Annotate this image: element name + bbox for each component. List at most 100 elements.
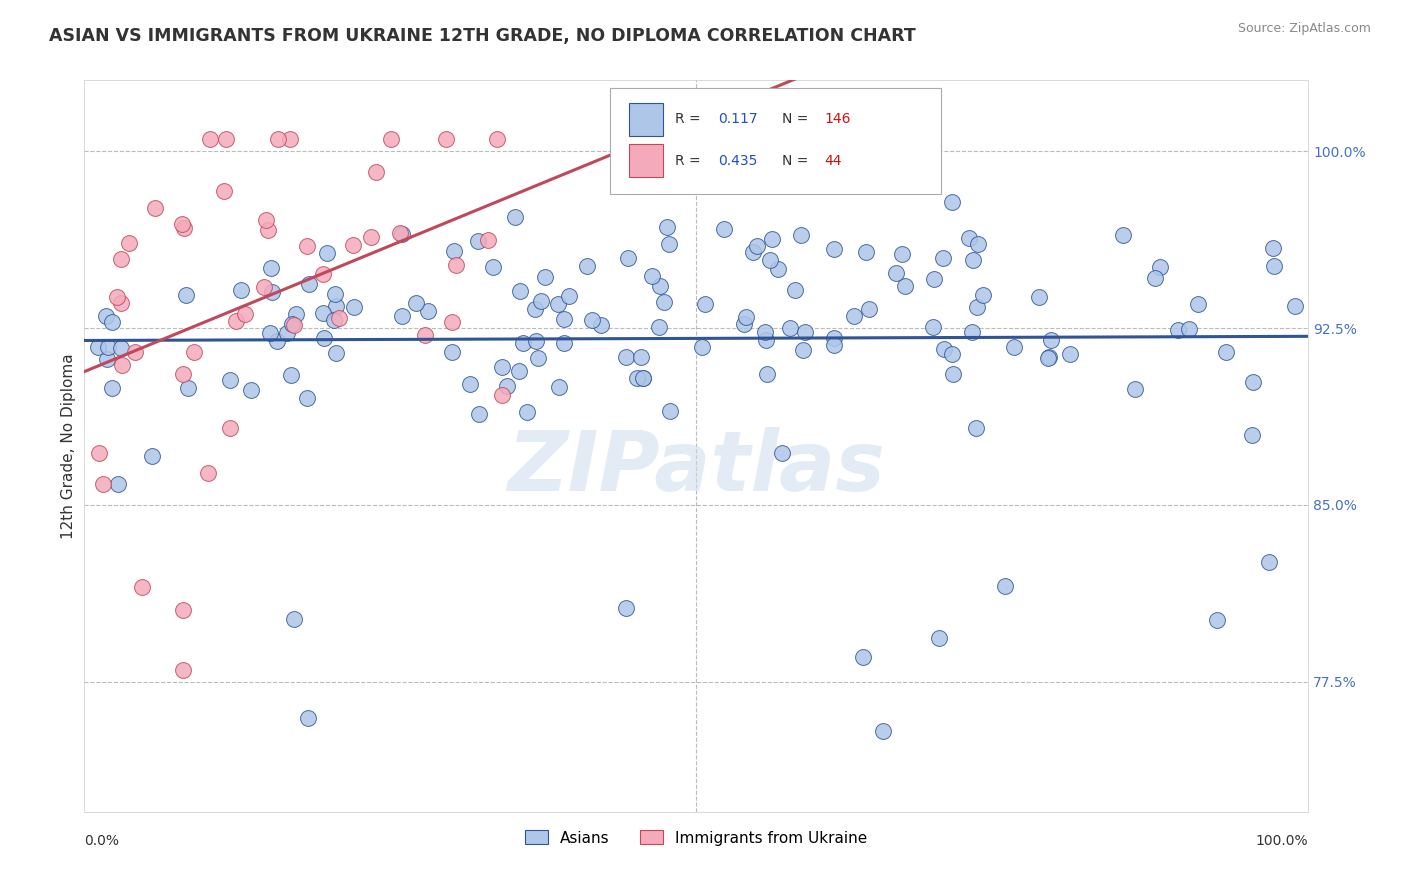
Point xyxy=(509,284,531,298)
Point xyxy=(761,232,783,246)
Point xyxy=(626,370,648,384)
Point xyxy=(553,335,575,350)
Point xyxy=(558,289,581,303)
Point xyxy=(770,446,793,460)
Point xyxy=(87,340,110,354)
Point xyxy=(942,368,965,382)
FancyBboxPatch shape xyxy=(628,145,664,178)
Point xyxy=(641,173,664,187)
Point xyxy=(233,307,256,321)
Point xyxy=(581,312,603,326)
Point xyxy=(391,309,413,323)
Point xyxy=(1123,383,1146,397)
Point xyxy=(1149,260,1171,275)
Text: 146: 146 xyxy=(824,112,851,126)
Point xyxy=(993,579,1015,593)
Point xyxy=(655,220,678,235)
Point xyxy=(297,711,319,725)
Point xyxy=(516,405,538,419)
Point xyxy=(614,350,637,364)
Point xyxy=(105,290,128,304)
Point xyxy=(87,446,110,460)
Point xyxy=(482,260,505,274)
Point xyxy=(1059,347,1081,361)
Point xyxy=(413,328,436,343)
Text: R =: R = xyxy=(675,112,706,126)
Point xyxy=(110,296,132,310)
Point xyxy=(467,235,489,249)
Point xyxy=(434,132,457,146)
Point xyxy=(972,288,994,302)
Point xyxy=(391,227,413,241)
Point xyxy=(325,346,347,360)
Point xyxy=(1038,350,1060,364)
Point xyxy=(755,367,778,381)
Point xyxy=(389,226,412,240)
Point xyxy=(295,239,318,253)
Point xyxy=(342,238,364,252)
Point xyxy=(524,334,547,348)
Point xyxy=(617,252,640,266)
Point xyxy=(468,407,491,421)
Point xyxy=(219,373,242,387)
Point xyxy=(97,340,120,354)
Text: N =: N = xyxy=(782,112,813,126)
Point xyxy=(793,325,815,339)
Point xyxy=(527,351,550,365)
Point xyxy=(962,325,984,339)
Point xyxy=(176,381,198,395)
Legend: Asians, Immigrants from Ukraine: Asians, Immigrants from Ukraine xyxy=(519,824,873,852)
Point xyxy=(658,237,681,252)
Point xyxy=(890,246,912,260)
Point xyxy=(842,309,865,323)
Point xyxy=(922,272,945,286)
Y-axis label: 12th Grade, No Diploma: 12th Grade, No Diploma xyxy=(60,353,76,539)
Point xyxy=(591,318,613,333)
Point xyxy=(965,420,987,434)
Point xyxy=(283,318,305,332)
Point xyxy=(932,251,955,265)
Point xyxy=(477,233,499,247)
Point xyxy=(491,360,513,375)
Point xyxy=(1167,323,1189,337)
Point xyxy=(225,314,247,328)
Point xyxy=(110,342,132,356)
Point xyxy=(1258,555,1281,569)
Point xyxy=(1144,271,1167,285)
Point xyxy=(967,236,990,251)
Point xyxy=(259,326,281,340)
Point xyxy=(1263,259,1285,273)
Point xyxy=(693,297,716,311)
Point xyxy=(523,301,546,316)
Point xyxy=(957,231,980,245)
Point xyxy=(648,278,671,293)
Point xyxy=(364,165,387,179)
Point xyxy=(118,236,141,251)
Point xyxy=(792,343,814,357)
Point xyxy=(124,344,146,359)
Point xyxy=(779,321,801,335)
Point xyxy=(100,315,122,329)
Point xyxy=(759,253,782,268)
Point xyxy=(1241,375,1264,389)
Point xyxy=(630,351,652,365)
Point xyxy=(260,260,283,275)
Point xyxy=(328,310,350,325)
Point xyxy=(633,371,655,385)
Point xyxy=(131,580,153,594)
Point xyxy=(768,261,790,276)
Point xyxy=(733,317,755,331)
Text: N =: N = xyxy=(782,153,813,168)
Point xyxy=(1187,296,1209,310)
Point xyxy=(941,346,963,360)
Point xyxy=(172,368,194,382)
Point xyxy=(1028,290,1050,304)
Point xyxy=(170,217,193,231)
Point xyxy=(785,283,807,297)
Point xyxy=(962,252,984,267)
Point xyxy=(1002,340,1025,354)
Point xyxy=(260,285,283,300)
Text: Source: ZipAtlas.com: Source: ZipAtlas.com xyxy=(1237,22,1371,36)
Point xyxy=(1178,322,1201,336)
Point xyxy=(852,649,875,664)
